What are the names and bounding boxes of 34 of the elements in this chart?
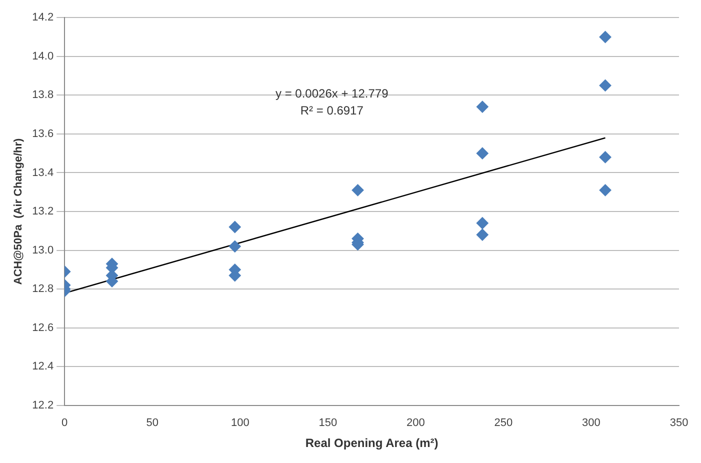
y-tick-label: 13.8 bbox=[32, 89, 54, 102]
x-tick-label: 350 bbox=[670, 417, 688, 430]
y-tick-label: 14.2 bbox=[32, 12, 54, 24]
x-tick-label: 150 bbox=[318, 417, 338, 430]
point bbox=[352, 184, 364, 196]
point bbox=[599, 30, 612, 43]
point bbox=[476, 100, 488, 113]
x-tick-label: 0 bbox=[62, 417, 68, 430]
y-tick-label: 13.0 bbox=[32, 244, 54, 256]
x-tick-label: 300 bbox=[582, 417, 600, 430]
y-tick-label: 12.6 bbox=[32, 322, 54, 334]
y-tick-label: 13.4 bbox=[32, 166, 54, 179]
point bbox=[476, 217, 488, 230]
point bbox=[599, 184, 612, 196]
point bbox=[228, 240, 241, 252]
annotation: y = 0.0026x + 12.779 bbox=[275, 86, 389, 101]
y-tick-label: 12.2 bbox=[32, 399, 54, 412]
annotation: R² = 0.6917 bbox=[300, 104, 364, 118]
y-tick-label: 12.4 bbox=[32, 360, 54, 373]
point bbox=[476, 147, 488, 160]
y-tick-label: 13.2 bbox=[32, 206, 54, 218]
point bbox=[599, 79, 612, 92]
y-tick-label: 13.6 bbox=[32, 128, 54, 140]
x-tick-label: 100 bbox=[230, 417, 250, 430]
y-tick-label: 12.8 bbox=[32, 283, 54, 296]
y-tick-label: 14.0 bbox=[32, 50, 54, 62]
y-axis-title: ACH@50Pa (Air Change/hr) bbox=[12, 138, 25, 285]
x-tick-label: 250 bbox=[494, 417, 513, 430]
x-axis-title: Real Opening Area (m²) bbox=[305, 436, 438, 450]
point bbox=[476, 228, 488, 241]
x-tick-label: 200 bbox=[406, 417, 425, 430]
point bbox=[228, 221, 241, 234]
point bbox=[599, 151, 612, 164]
x-tick-label: 50 bbox=[146, 417, 159, 430]
